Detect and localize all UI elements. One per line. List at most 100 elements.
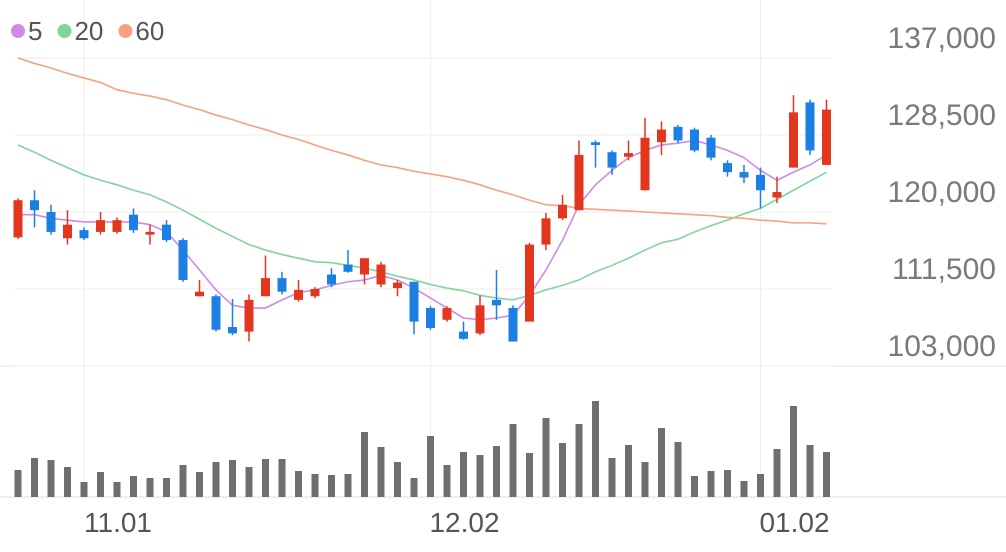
volume-bar	[47, 460, 55, 497]
volume-bar	[641, 462, 649, 497]
volume-bar	[724, 470, 731, 497]
volume-bar	[311, 474, 319, 497]
candle-body	[294, 289, 303, 300]
candle-body	[409, 281, 419, 322]
candle-body	[822, 109, 831, 165]
candle-body	[805, 102, 815, 151]
volume-bar	[674, 442, 682, 497]
candle-body	[525, 244, 534, 322]
volume-bar	[163, 478, 170, 497]
candle-body	[426, 308, 435, 328]
candle-body	[195, 291, 204, 297]
candle-body	[178, 240, 188, 280]
volume-bar	[460, 452, 467, 497]
candle-body	[261, 278, 270, 297]
candle-body	[145, 231, 155, 235]
volume-bar	[328, 475, 335, 497]
candle-body	[723, 163, 732, 173]
candle-body	[789, 112, 798, 168]
candle-body	[277, 278, 287, 292]
candle-body	[244, 299, 254, 332]
volume-bar	[773, 449, 781, 497]
volume-bar	[823, 452, 830, 497]
volume-bar	[361, 432, 368, 497]
legend-label: 20	[74, 16, 103, 46]
volume-bar	[806, 445, 814, 497]
candle-body	[360, 258, 369, 275]
candle-body	[129, 214, 138, 231]
volume-bar	[130, 476, 137, 497]
candle-body	[442, 308, 452, 320]
candle-body	[343, 264, 353, 272]
volume-bar	[592, 401, 599, 497]
y-tick-label: 128,500	[888, 99, 996, 132]
ma-line	[17, 144, 827, 301]
volume-bar	[476, 455, 484, 497]
candle-body	[393, 282, 402, 289]
volume-bar	[691, 476, 698, 497]
volume-bar	[245, 467, 253, 497]
candle-body	[63, 224, 72, 239]
candle-body	[772, 192, 782, 198]
y-tick-label: 111,500	[892, 253, 996, 286]
volume-bar	[493, 446, 500, 497]
candle-body	[13, 200, 23, 238]
y-tick-label: 137,000	[888, 22, 996, 55]
candle-body	[228, 327, 237, 334]
ma-line	[17, 57, 827, 225]
volume-bar	[377, 447, 385, 497]
volume-bar	[229, 460, 236, 497]
volume-bar	[509, 424, 517, 497]
volume-bar	[113, 482, 121, 497]
volume-bar	[212, 462, 220, 497]
candle-body	[96, 220, 105, 232]
candle-body	[79, 230, 89, 239]
volume-bar	[427, 436, 434, 497]
legend-swatch	[57, 24, 72, 38]
candle-body	[690, 129, 699, 151]
legend-label: 5	[28, 16, 42, 46]
candle-body	[30, 200, 39, 211]
candle-body	[607, 152, 617, 168]
volume-bar	[707, 471, 715, 497]
volume-bar	[394, 462, 401, 497]
x-tick-label: 12.02	[429, 507, 499, 538]
candle-body	[591, 142, 600, 145]
volume-bar	[97, 472, 104, 497]
candle-body	[508, 308, 518, 342]
candle-body	[624, 153, 633, 157]
candle-body	[640, 137, 650, 191]
volume-bar	[278, 459, 286, 497]
candle-body	[475, 305, 485, 334]
candle-body	[657, 129, 666, 143]
candle-body	[310, 289, 320, 297]
volume-bar	[608, 458, 616, 497]
ma-line	[18, 139, 827, 321]
candle-body	[558, 204, 567, 219]
volume-bar	[31, 458, 38, 497]
candle-body	[492, 299, 501, 306]
volume-bar	[80, 482, 88, 497]
candle-body	[541, 218, 551, 245]
candle-body	[162, 224, 171, 241]
candle-body	[327, 274, 336, 285]
candle-body	[673, 126, 683, 141]
candle-body	[376, 264, 386, 285]
volume-bar	[542, 418, 550, 497]
x-tick-label: 11.01	[84, 507, 152, 538]
volume-bar	[14, 470, 22, 497]
volume-bar	[526, 453, 533, 497]
volume-bar	[790, 406, 797, 497]
candle-body	[739, 172, 749, 178]
legend-label: 60	[135, 16, 164, 46]
y-tick-label: 120,000	[888, 176, 996, 209]
volume-bar	[344, 474, 352, 497]
volume-bar	[740, 481, 748, 497]
volume-bar	[559, 443, 566, 497]
volume-bar	[625, 445, 632, 497]
candle-body	[112, 220, 122, 232]
candle-body	[706, 137, 716, 158]
candle-body	[756, 174, 765, 191]
volume-bar	[575, 424, 583, 497]
legend-swatch	[118, 24, 133, 38]
